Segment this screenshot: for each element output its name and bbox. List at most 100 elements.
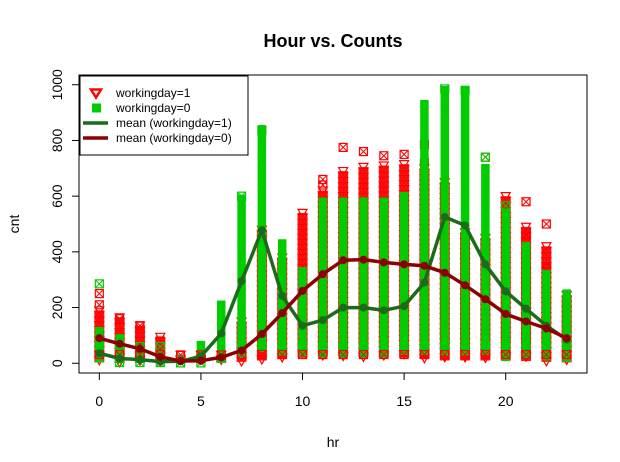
- data-point: [521, 287, 531, 296]
- data-point: [440, 84, 450, 94]
- data-point: [216, 309, 226, 319]
- data-point: [460, 104, 470, 113]
- data-point: [521, 349, 531, 360]
- data-point: [521, 197, 531, 207]
- mean-point: [501, 287, 510, 296]
- data-point: [460, 95, 470, 104]
- data-point: [460, 194, 470, 203]
- data-point: [93, 321, 105, 332]
- mean-point: [298, 286, 307, 295]
- data-point: [257, 314, 267, 323]
- data-point: [440, 104, 450, 113]
- data-point: [460, 185, 470, 194]
- data-point: [338, 233, 348, 242]
- data-point: [337, 176, 349, 187]
- data-point: [398, 180, 410, 190]
- data-point: [359, 296, 368, 305]
- data-point: [420, 198, 429, 208]
- data-point: [460, 140, 470, 149]
- data-point: [440, 203, 450, 212]
- data-point: [460, 113, 470, 122]
- data-point: [398, 170, 410, 180]
- data-point: [338, 314, 348, 323]
- data-point: [501, 262, 510, 272]
- data-point: [296, 253, 309, 264]
- mean-point: [257, 226, 266, 235]
- data-point: [257, 206, 267, 215]
- data-point: [338, 242, 348, 251]
- data-point: [481, 227, 490, 236]
- data-point: [481, 173, 490, 182]
- data-point: [154, 342, 166, 353]
- data-point: [318, 206, 328, 215]
- data-point: [398, 160, 410, 170]
- data-point: [337, 186, 349, 197]
- data-point: [257, 260, 267, 269]
- data-point: [440, 176, 450, 185]
- data-point: [481, 191, 490, 200]
- data-point: [500, 192, 512, 202]
- data-point: [114, 313, 126, 324]
- mean-point: [420, 261, 429, 270]
- data-point: [562, 352, 571, 361]
- data-point: [296, 258, 309, 269]
- mean-point: [318, 316, 327, 325]
- data-point: [134, 336, 146, 347]
- mean-point: [481, 260, 490, 269]
- data-point: [521, 230, 531, 240]
- data-point: [196, 340, 206, 350]
- data-point: [501, 253, 510, 263]
- data-point: [298, 276, 307, 285]
- data-point: [318, 251, 328, 260]
- data-point: [296, 228, 309, 239]
- data-point: [317, 186, 329, 197]
- mean-point: [522, 304, 531, 313]
- mean-line: [98, 257, 568, 363]
- data-point: [379, 349, 389, 360]
- data-point: [501, 226, 510, 236]
- data-point: [296, 208, 309, 219]
- data-point: [257, 215, 267, 224]
- x-tick-label: 0: [95, 393, 103, 409]
- data-point: [541, 349, 551, 360]
- data-point: [460, 320, 470, 329]
- data-point: [257, 197, 267, 206]
- mean-point: [278, 309, 287, 318]
- data-point: [399, 200, 409, 210]
- data-point: [440, 194, 450, 203]
- data-point: [398, 185, 410, 195]
- data-point: [93, 316, 105, 327]
- mean-point: [176, 357, 185, 366]
- data-point: [296, 243, 309, 254]
- mean-point: [501, 309, 510, 318]
- data-point: [460, 293, 470, 302]
- data-point: [460, 311, 470, 320]
- data-point: [379, 206, 389, 215]
- data-point: [359, 206, 368, 215]
- data-point: [501, 298, 510, 308]
- data-point: [359, 269, 368, 278]
- data-point: [481, 164, 490, 173]
- data-point: [237, 239, 246, 249]
- data-point: [521, 242, 531, 251]
- data-point: [460, 122, 470, 131]
- data-point: [357, 187, 370, 198]
- data-point: [338, 269, 348, 278]
- data-point: [440, 302, 450, 311]
- legend-item: mean (workingday=1): [83, 116, 232, 130]
- data-point: [379, 332, 389, 341]
- data-point: [338, 197, 348, 206]
- data-point: [378, 186, 390, 197]
- data-point: [399, 191, 409, 201]
- data-point: [257, 269, 267, 278]
- mean-point: [542, 324, 551, 333]
- data-point: [420, 180, 429, 190]
- data-point: [399, 326, 409, 336]
- data-point: [359, 314, 368, 323]
- data-point: [257, 278, 267, 287]
- x-tick-label: 15: [396, 393, 412, 409]
- data-point: [93, 306, 105, 317]
- data-point: [257, 170, 267, 179]
- data-point: [357, 192, 370, 203]
